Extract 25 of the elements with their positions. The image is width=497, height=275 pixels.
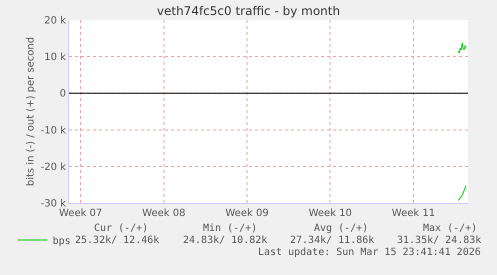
y-tick-label: 20 k xyxy=(44,16,66,26)
y-tick-label: -30 k xyxy=(40,198,66,210)
text: 31.35k/ 24.83k xyxy=(397,235,482,246)
x-tick-label: Week 10 xyxy=(308,208,352,219)
x-tick-label: Week 11 xyxy=(392,208,436,219)
chart-title: veth74fc5c0 traffic - by month xyxy=(156,4,340,18)
line-series xyxy=(458,42,467,54)
text: 27.34k/ 11.86k xyxy=(290,235,374,246)
text: Max (-/+) xyxy=(423,223,478,234)
y-tick-label: -10 k xyxy=(40,125,66,136)
text: Avg (-/+) xyxy=(314,223,368,234)
text: Cur (-/+) xyxy=(94,223,148,234)
text: Min (-/+) xyxy=(203,223,258,234)
y-tick-label: 0 xyxy=(60,88,66,100)
text: 24.83k/ 10.82k xyxy=(183,235,268,246)
y-tick-label: 10 k xyxy=(44,52,66,64)
y-tick-label: -20 k xyxy=(40,162,66,173)
x-tick-label: Week 09 xyxy=(225,208,269,219)
x-tick-label: Week 07 xyxy=(58,208,102,219)
legend-label: bps xyxy=(52,236,71,247)
text: 25.32k/ 12.46k xyxy=(75,235,160,246)
line-series xyxy=(458,185,467,201)
x-tick-label: Week 08 xyxy=(142,208,186,219)
text: Last update: Sun Mar 15 23:41:41 2026 xyxy=(258,247,481,258)
y-axis-title: bits in (-) / out (+) per second xyxy=(26,36,37,186)
